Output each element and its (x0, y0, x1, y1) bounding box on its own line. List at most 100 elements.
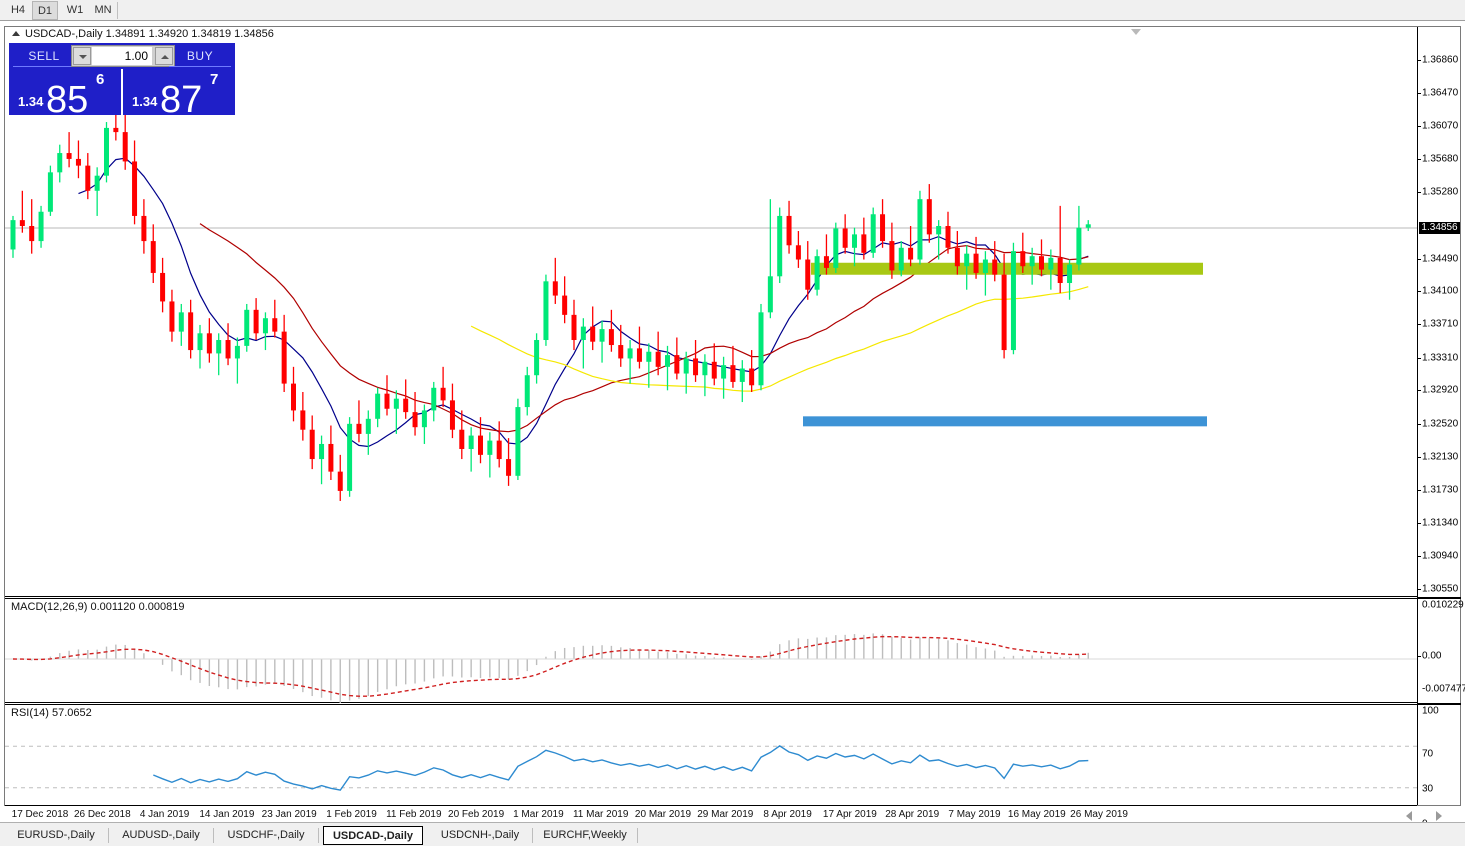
macd-tick-label: -0.007477 (1422, 683, 1465, 695)
macd-tick-mark (1418, 656, 1421, 657)
current-price-marker: 1.34856 (1419, 222, 1460, 234)
price-tick-mark (1418, 92, 1421, 94)
price-tick-label: 1.32520 (1422, 418, 1459, 430)
scale-separator (1418, 598, 1461, 599)
macd-chart-canvas[interactable] (5, 599, 1417, 703)
price-tick-label: 1.34100 (1422, 285, 1459, 297)
price-pane[interactable] (5, 42, 1417, 597)
time-tick-label: 16 May 2019 (1007, 809, 1066, 820)
price-tick-mark (1418, 390, 1421, 392)
price-tick-mark (1418, 456, 1421, 458)
price-tick-label: 1.31340 (1422, 517, 1459, 529)
price-tick-label: 1.32920 (1422, 384, 1459, 396)
scroll-left-icon[interactable] (1406, 811, 1412, 821)
price-tick-mark (1418, 423, 1421, 425)
timeframe-toolbar: H4 D1 W1 MN (0, 0, 1465, 21)
macd-tick-label: 0.00 (1422, 650, 1442, 662)
rsi-tick-label: 30 (1422, 783, 1434, 795)
rsi-tick-label: 100 (1422, 705, 1439, 717)
quote-divider (121, 69, 123, 115)
scale-separator (1418, 597, 1461, 598)
price-tick-label: 1.36860 (1422, 54, 1459, 66)
time-tick-label: 26 Dec 2018 (73, 809, 131, 820)
chart-tab-usdcad[interactable]: USDCAD-,Daily (323, 826, 423, 845)
price-tick-label: 1.34490 (1422, 253, 1459, 265)
time-tick-label: 7 May 2019 (948, 809, 1001, 820)
macd-pane[interactable]: MACD(12,26,9) 0.001120 0.000819 (5, 598, 1417, 703)
price-tick-mark (1418, 158, 1421, 160)
price-tick-label: 1.30550 (1422, 583, 1459, 595)
rsi-chart-canvas[interactable] (5, 705, 1417, 829)
chart-tab-bar[interactable]: EURUSD-,Daily AUDUSD-,Daily USDCHF-,Daily U… (0, 822, 1465, 846)
buy-price-quote[interactable]: 1.34 87 7 (124, 69, 234, 115)
buy-button[interactable]: BUY (169, 46, 231, 67)
timeframe-h4[interactable]: H4 (10, 4, 26, 16)
scroll-right-icon[interactable] (1436, 811, 1442, 821)
tab-separator (637, 828, 638, 843)
volume-increase-button[interactable] (155, 47, 173, 65)
price-tick-mark (1418, 522, 1421, 524)
timeframe-d1[interactable]: D1 (32, 1, 58, 20)
time-tick-label: 26 May 2019 (1070, 809, 1129, 820)
buy-price-big: 87 (160, 79, 203, 115)
sell-price-big: 85 (46, 79, 89, 115)
chart-tab-audusd[interactable]: AUDUSD-,Daily (122, 829, 200, 841)
price-tick-label: 1.35280 (1422, 186, 1459, 198)
buy-price-fraction: 7 (210, 71, 219, 88)
rsi-label: RSI(14) 57.0652 (11, 707, 92, 719)
price-tick-label: 1.36070 (1422, 120, 1459, 132)
volume-decrease-button[interactable] (73, 47, 91, 65)
price-tick-mark (1418, 126, 1421, 128)
time-tick-label: 20 Mar 2019 (634, 809, 692, 820)
time-tick-label: 1 Feb 2019 (326, 809, 377, 820)
macd-label: MACD(12,26,9) 0.001120 0.000819 (11, 601, 185, 613)
chart-tab-usdchf[interactable]: USDCHF-,Daily (227, 829, 305, 841)
chart-top-marker-icon (1131, 29, 1141, 35)
time-tick-label: 1 Mar 2019 (513, 809, 564, 820)
price-tick-mark (1418, 324, 1421, 326)
tab-separator (318, 828, 319, 843)
chart-tab-eurusd[interactable]: EURUSD-,Daily (17, 829, 95, 841)
time-tick-label: 11 Mar 2019 (572, 809, 629, 820)
price-tick-mark (1418, 60, 1421, 61)
timeframe-mn[interactable]: MN (94, 4, 112, 16)
one-click-top-row: SELL 1.00 BUY (9, 43, 235, 69)
time-tick-label: 23 Jan 2019 (261, 809, 317, 820)
tab-separator (532, 828, 533, 843)
sell-button[interactable]: SELL (13, 46, 75, 67)
price-tick-label: 1.36470 (1422, 87, 1459, 99)
collapse-triangle-icon[interactable] (12, 31, 20, 36)
price-tick-mark (1418, 192, 1421, 194)
price-tick-label: 1.33710 (1422, 318, 1459, 330)
price-chart-canvas[interactable] (5, 42, 1417, 597)
volume-input[interactable]: 1.00 (92, 47, 152, 65)
time-tick-label: 17 Dec 2018 (11, 809, 69, 820)
timeframe-w1[interactable]: W1 (66, 4, 84, 16)
time-tick-label: 11 Feb 2019 (386, 809, 442, 820)
price-tick-mark (1418, 357, 1421, 359)
rsi-tick-label: 70 (1422, 748, 1434, 760)
one-click-trading-panel[interactable]: SELL 1.00 BUY 1.34 85 6 1.34 87 7 (9, 43, 235, 115)
sell-price-quote[interactable]: 1.34 85 6 (10, 69, 120, 115)
price-tick-label: 1.31730 (1422, 484, 1459, 496)
scale-separator (1418, 704, 1461, 705)
symbol-ohlc-label: USDCAD-,Daily 1.34891 1.34920 1.34819 1.… (25, 28, 274, 40)
chart-scroll-arrows[interactable] (1396, 807, 1456, 825)
price-scale[interactable]: 1.36860 1.36470 1.36070 1.35680 1.35280 1.344… (1417, 27, 1465, 830)
chart-title-row: USDCAD-,Daily 1.34891 1.34920 1.34819 1.… (5, 27, 1460, 42)
time-tick-label: 28 Apr 2019 (885, 809, 940, 820)
chart-tab-eurchf[interactable]: EURCHF,Weekly (543, 829, 627, 841)
time-tick-label: 4 Jan 2019 (139, 809, 190, 820)
time-scale[interactable]: 17 Dec 2018 26 Dec 2018 4 Jan 2019 14 Jan 2… (5, 805, 1417, 826)
time-tick-label: 20 Feb 2019 (448, 809, 505, 820)
price-tick-mark (1418, 291, 1421, 293)
buy-price-prefix: 1.34 (132, 94, 158, 109)
sell-price-fraction: 6 (96, 71, 105, 88)
price-tick-mark (1418, 490, 1421, 492)
volume-stepper[interactable]: 1.00 (71, 45, 175, 67)
chart-tab-usdcnh[interactable]: USDCNH-,Daily (440, 829, 520, 841)
toolbar-divider (117, 2, 118, 19)
price-tick-label: 1.30940 (1422, 550, 1459, 562)
time-tick-label: 8 Apr 2019 (763, 809, 812, 820)
macd-tick-label: 0.010229 (1422, 599, 1464, 611)
